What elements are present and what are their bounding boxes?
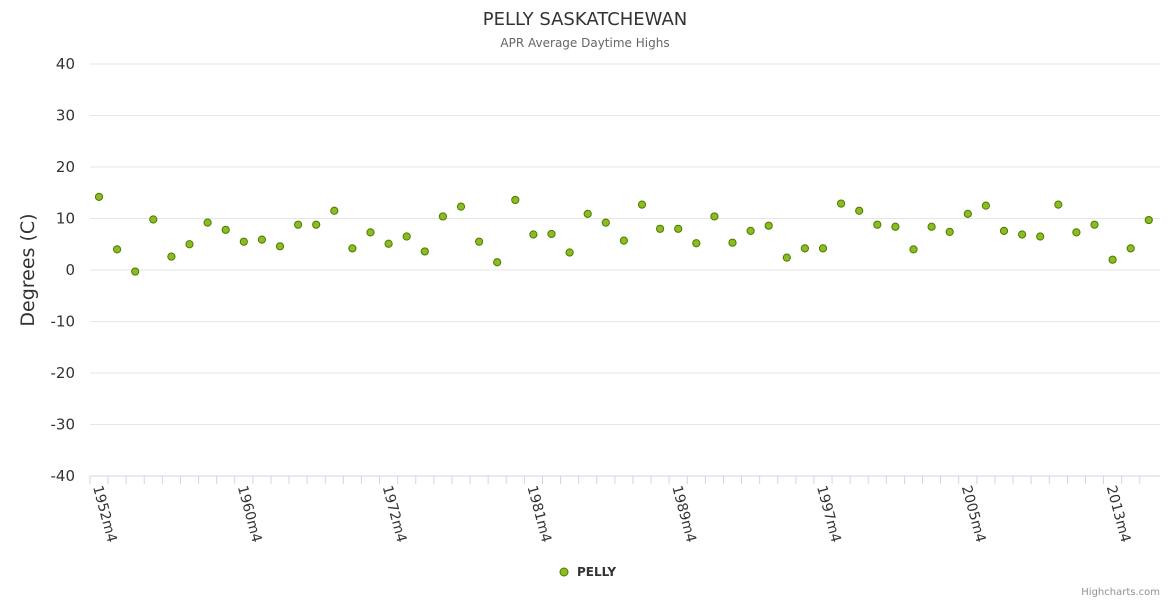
- data-point-pelly[interactable]: [583, 209, 592, 218]
- data-point-pelly[interactable]: [348, 244, 357, 253]
- data-point-pelly[interactable]: [456, 202, 466, 211]
- data-point-pelly[interactable]: [275, 242, 285, 251]
- data-point-pelly[interactable]: [1090, 220, 1099, 229]
- data-point-pelly[interactable]: [384, 239, 393, 248]
- data-point-pelly[interactable]: [113, 245, 122, 254]
- y-axis-label: Degrees (C): [17, 213, 39, 326]
- data-point-pelly[interactable]: [167, 252, 176, 261]
- data-point-pelly[interactable]: [1126, 244, 1135, 253]
- data-point-pelly[interactable]: [909, 245, 918, 254]
- data-point-pelly[interactable]: [728, 238, 737, 247]
- data-point-pelly[interactable]: [674, 224, 683, 233]
- data-point-pelly[interactable]: [239, 237, 248, 246]
- data-point-pelly[interactable]: [764, 221, 773, 230]
- data-point-pelly[interactable]: [330, 206, 339, 215]
- data-point-pelly[interactable]: [637, 200, 647, 209]
- data-point-pelly[interactable]: [366, 228, 375, 237]
- y-tick-label: 10: [56, 210, 75, 228]
- data-point-pelly[interactable]: [891, 222, 900, 231]
- legend[interactable]: PELLY: [559, 565, 616, 579]
- data-point-pelly[interactable]: [837, 199, 846, 208]
- y-axis-ticks: 40 30 20 10 0 -10 -20 -30 -40: [51, 55, 76, 485]
- data-point-pelly[interactable]: [800, 244, 810, 253]
- y-tick-label: -20: [51, 364, 76, 382]
- data-point-pelly[interactable]: [185, 240, 194, 249]
- data-point-pelly[interactable]: [927, 222, 936, 231]
- data-point-pelly[interactable]: [873, 220, 882, 229]
- data-point-pelly[interactable]: [1072, 228, 1081, 237]
- y-tick-label: 40: [56, 55, 75, 73]
- data-point-pelly[interactable]: [438, 212, 447, 221]
- data-point-pelly[interactable]: [493, 258, 502, 267]
- data-point-pelly[interactable]: [131, 267, 140, 276]
- data-point-pelly[interactable]: [402, 232, 411, 241]
- y-tick-label: -30: [51, 416, 76, 434]
- data-point-pelly[interactable]: [782, 253, 791, 262]
- y-tick-label: 30: [56, 107, 75, 125]
- highcharts-credits[interactable]: Highcharts.com: [1081, 587, 1160, 598]
- data-point-pelly[interactable]: [963, 209, 972, 218]
- data-point-pelly[interactable]: [149, 215, 158, 224]
- data-point-pelly[interactable]: [257, 235, 266, 244]
- data-point-pelly[interactable]: [312, 220, 321, 229]
- data-point-pelly[interactable]: [565, 248, 574, 257]
- data-point-pelly[interactable]: [1144, 215, 1153, 225]
- data-point-pelly[interactable]: [511, 195, 520, 205]
- data-point-pelly[interactable]: [529, 230, 538, 239]
- data-point-pelly[interactable]: [203, 218, 212, 227]
- data-point-pelly[interactable]: [855, 206, 864, 215]
- data-point-pelly[interactable]: [420, 247, 429, 256]
- series-pelly-points[interactable]: [94, 192, 1153, 276]
- data-point-pelly[interactable]: [710, 212, 719, 221]
- data-point-pelly[interactable]: [1018, 230, 1027, 239]
- data-point-pelly[interactable]: [547, 229, 556, 239]
- y-tick-label: 20: [56, 158, 75, 176]
- y-tick-label: -10: [51, 313, 76, 331]
- data-point-pelly[interactable]: [1054, 200, 1063, 209]
- data-point-pelly[interactable]: [945, 227, 954, 236]
- x-axis: [89, 475, 1160, 484]
- chart-title: PELLY SASKATCHEWAN: [483, 9, 688, 30]
- data-point-pelly[interactable]: [999, 226, 1009, 235]
- y-tick-label: 0: [65, 261, 75, 279]
- data-point-pelly[interactable]: [221, 225, 230, 234]
- data-point-pelly[interactable]: [692, 239, 701, 248]
- data-point-pelly[interactable]: [656, 224, 665, 233]
- data-point-pelly[interactable]: [981, 201, 991, 210]
- chart-subtitle: APR Average Daytime Highs: [500, 36, 669, 50]
- data-point-pelly[interactable]: [1036, 232, 1045, 241]
- data-point-pelly[interactable]: [601, 218, 610, 227]
- data-point-pelly[interactable]: [1108, 255, 1117, 264]
- data-point-pelly[interactable]: [746, 226, 755, 235]
- legend-item-pelly[interactable]: PELLY: [577, 565, 616, 579]
- data-point-pelly[interactable]: [94, 192, 104, 201]
- data-point-pelly[interactable]: [475, 237, 484, 246]
- legend-marker-pelly[interactable]: [559, 567, 569, 577]
- y-tick-label: -40: [51, 467, 76, 485]
- data-point-pelly[interactable]: [294, 220, 303, 229]
- data-point-pelly[interactable]: [619, 236, 629, 245]
- data-point-pelly[interactable]: [818, 244, 828, 253]
